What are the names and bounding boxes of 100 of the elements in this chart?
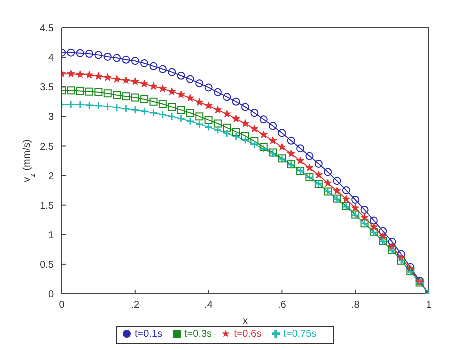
point [360, 206, 369, 214]
point [186, 94, 195, 102]
x-tick-label: .2 [131, 300, 140, 312]
point [158, 84, 167, 92]
point [122, 104, 130, 114]
point [76, 87, 84, 96]
point [214, 106, 222, 114]
point [94, 102, 103, 110]
point [260, 116, 268, 124]
point [242, 103, 250, 112]
y-tick-label: 3.5 [40, 82, 54, 94]
point [104, 90, 112, 98]
point [76, 49, 84, 58]
point [177, 72, 186, 80]
point [113, 54, 122, 62]
point [342, 186, 350, 195]
point [113, 91, 122, 100]
point [177, 114, 186, 124]
point [324, 168, 332, 176]
point [388, 238, 396, 246]
point [150, 82, 158, 90]
point [186, 117, 195, 126]
point [86, 50, 94, 58]
point [333, 177, 342, 186]
point [352, 196, 360, 204]
point [242, 132, 250, 140]
point [86, 88, 94, 96]
point [406, 263, 415, 272]
point [306, 164, 314, 172]
point [287, 136, 296, 145]
point [94, 88, 103, 96]
x-tick-label: .8 [351, 300, 360, 312]
point [112, 75, 122, 83]
point [140, 59, 149, 68]
point [268, 136, 278, 144]
x-tick-label: .6 [278, 300, 287, 312]
y-tick-label: 2.5 [40, 142, 54, 153]
point [150, 108, 158, 118]
point [104, 52, 112, 61]
point [342, 195, 350, 203]
point [104, 102, 112, 111]
y-tick-label: 3 [48, 112, 54, 124]
point [131, 94, 140, 102]
point [250, 109, 259, 118]
point [379, 227, 388, 236]
point [324, 179, 332, 187]
legend-label: t=0.3s [184, 329, 212, 340]
point [67, 86, 76, 95]
point [131, 78, 140, 86]
y-tick-label: 1.5 [40, 200, 54, 212]
point [232, 128, 240, 136]
point [379, 232, 388, 240]
point [232, 98, 240, 106]
point [388, 242, 396, 250]
point [196, 112, 204, 121]
point [223, 130, 232, 138]
x-tick-label: .4 [204, 300, 214, 312]
point [232, 132, 240, 141]
point [314, 170, 323, 179]
legend-label: t=0.75s [284, 329, 317, 340]
point [352, 204, 360, 212]
point [76, 100, 84, 109]
point [250, 137, 259, 146]
point [204, 102, 213, 110]
point [278, 129, 286, 138]
point [150, 62, 158, 70]
point [85, 101, 94, 110]
point [195, 120, 204, 128]
legend-label: t=0.1s [135, 329, 163, 340]
point [168, 103, 176, 112]
point [223, 110, 232, 118]
legend-label: t=0.6s [234, 329, 262, 340]
point [196, 80, 204, 88]
point [131, 57, 140, 66]
point [214, 126, 222, 134]
x-tick-label: 1 [426, 300, 432, 312]
point [260, 130, 268, 138]
point [122, 92, 130, 101]
point [94, 51, 103, 60]
point [360, 213, 369, 222]
point [278, 143, 286, 151]
y-tick-label: 1 [48, 230, 54, 242]
point [168, 112, 176, 121]
point [223, 93, 232, 102]
point [196, 98, 204, 106]
point [250, 140, 259, 149]
y-tick-label: 4.5 [40, 24, 54, 35]
point [296, 156, 305, 164]
point [204, 116, 213, 124]
x-axis-title: x [243, 316, 248, 327]
y-tick-label: 2 [48, 171, 54, 182]
point [250, 124, 259, 133]
point [214, 120, 222, 128]
point [150, 98, 158, 106]
y-tick-label: 4 [48, 53, 54, 64]
point [140, 107, 149, 116]
point [204, 84, 213, 92]
point [241, 136, 250, 144]
point [67, 70, 76, 78]
point [186, 75, 194, 84]
